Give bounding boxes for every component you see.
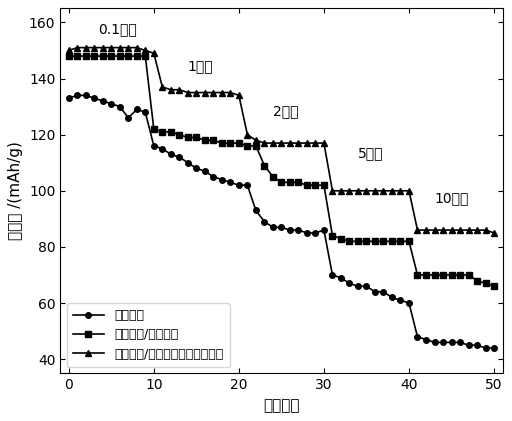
- 磷酸铁锂/聚氧乙烯接枝碳纳米管: [482, 228, 488, 233]
- Text: 1倍率: 1倍率: [188, 59, 214, 73]
- 磷酸铁锂: [355, 284, 361, 289]
- Text: 2倍率: 2倍率: [273, 104, 298, 118]
- 磷酸铁锂: [202, 169, 208, 174]
- 磷酸铁锂/聚氧乙烯接枝碳纳米管: [202, 90, 208, 95]
- 磷酸铁锂: [491, 346, 497, 351]
- 磷酸铁锂: [474, 343, 480, 348]
- 磷酸铁锂: [66, 96, 72, 101]
- 磷酸铁锂/聚氧乙烯接枝碳纳米管: [74, 45, 80, 50]
- Y-axis label: 比容量 /(mAh/g): 比容量 /(mAh/g): [8, 141, 24, 240]
- 磷酸铁锂: [482, 346, 488, 351]
- 磷酸铁锂/聚氧乙烯接枝碳纳米管: [380, 188, 387, 193]
- 磷酸铁锂/碳纳米管: [491, 284, 497, 289]
- 磷酸铁锂/聚氧乙烯接枝碳纳米管: [66, 48, 72, 53]
- Text: 5倍率: 5倍率: [358, 146, 383, 160]
- 磷酸铁锂/碳纳米管: [193, 135, 199, 140]
- 磷酸铁锂/碳纳米管: [159, 129, 165, 134]
- Text: 10倍率: 10倍率: [435, 191, 469, 205]
- 磷酸铁锂/聚氧乙烯接枝碳纳米管: [168, 87, 174, 92]
- 磷酸铁锂/碳纳米管: [482, 281, 488, 286]
- 磷酸铁锂: [210, 174, 217, 179]
- Line: 磷酸铁锂: 磷酸铁锂: [66, 93, 497, 351]
- 磷酸铁锂/聚氧乙烯接枝碳纳米管: [491, 230, 497, 235]
- 磷酸铁锂/聚氧乙烯接枝碳纳米管: [210, 90, 217, 95]
- Line: 磷酸铁锂/碳纳米管: 磷酸铁锂/碳纳米管: [66, 53, 497, 289]
- Line: 磷酸铁锂/聚氧乙烯接枝碳纳米管: 磷酸铁锂/聚氧乙烯接枝碳纳米管: [66, 45, 497, 236]
- 磷酸铁锂: [168, 152, 174, 157]
- X-axis label: 循环次数: 循环次数: [263, 398, 300, 413]
- 磷酸铁锂/聚氧乙烯接枝碳纳米管: [355, 188, 361, 193]
- Legend: 磷酸铁锂, 磷酸铁锂/碳纳米管, 磷酸铁锂/聚氧乙烯接枝碳纳米管: 磷酸铁锂, 磷酸铁锂/碳纳米管, 磷酸铁锂/聚氧乙烯接枝碳纳米管: [67, 303, 229, 367]
- Text: 0.1倍率: 0.1倍率: [98, 22, 137, 36]
- 磷酸铁锂/碳纳米管: [347, 239, 353, 244]
- 磷酸铁锂/碳纳米管: [202, 138, 208, 143]
- 磷酸铁锂/碳纳米管: [372, 239, 378, 244]
- 磷酸铁锂: [380, 289, 387, 294]
- 磷酸铁锂: [74, 93, 80, 98]
- 磷酸铁锂/碳纳米管: [66, 53, 72, 59]
